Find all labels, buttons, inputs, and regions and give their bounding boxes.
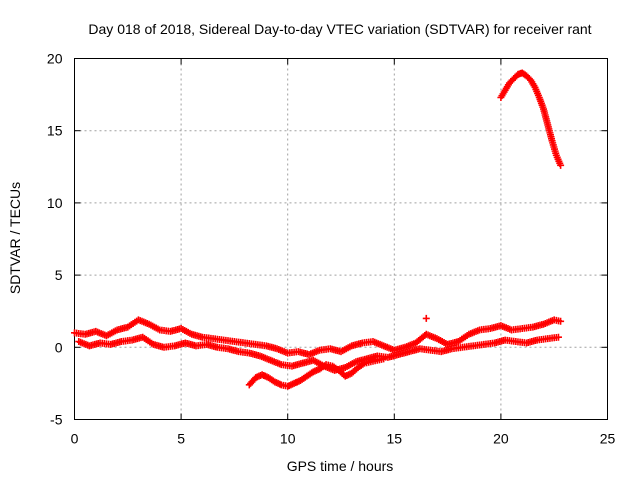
- y-axis-label: SDTVAR / TECUs: [7, 182, 23, 294]
- chart-title: Day 018 of 2018, Sidereal Day-to-day VTE…: [88, 21, 591, 37]
- series-upper-arc: [71, 316, 565, 359]
- y-tick-label: 5: [55, 267, 63, 283]
- data-point: [422, 314, 430, 322]
- plot-frame: [74, 58, 608, 420]
- x-axis-label: GPS time / hours: [287, 458, 394, 474]
- series-outlier: [422, 314, 430, 322]
- y-tick-label: 20: [47, 51, 63, 67]
- y-tick-labels: -5 0 5 10 15 20: [47, 51, 63, 428]
- series-bottom-trace: [245, 355, 388, 390]
- data-point: [557, 317, 565, 325]
- grid: [74, 58, 608, 420]
- x-tick-label: 15: [387, 431, 403, 447]
- y-tick-label: -5: [50, 412, 63, 428]
- x-tick-labels: 0 5 10 15 20 25: [71, 431, 616, 447]
- x-tick-label: 0: [71, 431, 79, 447]
- y-tick-label: 0: [55, 339, 63, 355]
- data-points: [71, 69, 565, 390]
- y-tick-label: 10: [47, 195, 63, 211]
- x-tick-label: 5: [177, 431, 185, 447]
- data-point: [557, 161, 565, 169]
- x-tick-label: 10: [280, 431, 296, 447]
- series-lower-arc: [75, 333, 562, 374]
- x-tick-label: 20: [493, 431, 509, 447]
- series-late-peak: [497, 69, 565, 169]
- x-tick-label: 25: [600, 431, 616, 447]
- data-point: [380, 355, 388, 363]
- axis-ticks: [74, 58, 608, 420]
- data-point: [554, 333, 562, 341]
- y-tick-label: 15: [47, 123, 63, 139]
